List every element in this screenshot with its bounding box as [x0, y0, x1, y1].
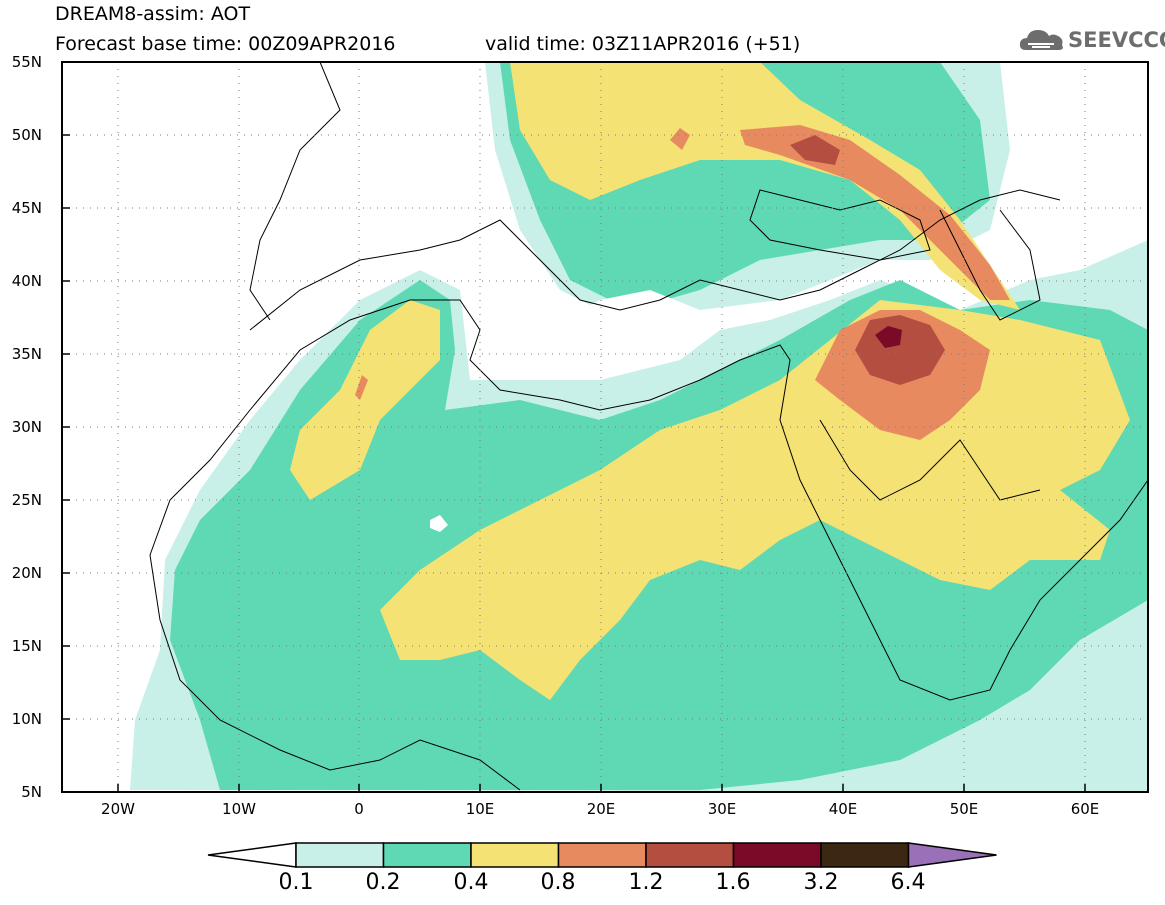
colorbar-label: 3.2 — [803, 870, 839, 895]
lat-label: 30N — [11, 418, 42, 436]
lat-label: 15N — [11, 637, 42, 655]
colorbar-segment — [645, 842, 735, 868]
colorbar-label: 1.6 — [715, 870, 751, 895]
colorbar-label: 6.4 — [890, 870, 926, 895]
lon-label: 10W — [222, 800, 256, 818]
seevccc-logo: SEEVCCC — [1018, 26, 1165, 54]
lon-label: 0 — [354, 800, 364, 818]
axis-ticks — [62, 61, 1086, 793]
lat-label: 5N — [21, 783, 42, 801]
lat-label: 55N — [11, 53, 42, 71]
colorbar-segment — [470, 842, 560, 868]
colorbar-label: 0.4 — [453, 870, 489, 895]
colorbar-arrow-left — [207, 842, 297, 868]
aot-fields — [130, 62, 1148, 792]
lat-label: 20N — [11, 564, 42, 582]
forecast-base-time: Forecast base time: 00Z09APR2016 — [55, 33, 396, 55]
colorbar-segment — [557, 842, 647, 868]
lon-label: 60E — [1070, 800, 1100, 818]
coastlines — [149, 62, 1148, 791]
lon-label: 40E — [828, 800, 858, 818]
lat-label: 25N — [11, 491, 42, 509]
colorbar-label: 0.8 — [540, 870, 576, 895]
lat-label: 40N — [11, 272, 42, 290]
lat-label: 10N — [11, 710, 42, 728]
lon-label: 20W — [101, 800, 135, 818]
lat-label: 50N — [11, 126, 42, 144]
chart-title: DREAM8-assim: AOT — [55, 3, 251, 25]
colorbar-segment — [820, 842, 910, 868]
colorbar-arrow-right — [907, 842, 997, 868]
lat-label: 45N — [11, 199, 42, 217]
lon-label: 50E — [949, 800, 979, 818]
colorbar-segment — [732, 842, 822, 868]
colorbar-segment — [382, 842, 472, 868]
logo-text: SEEVCCC — [1068, 28, 1165, 52]
colorbar-label: 0.1 — [278, 870, 314, 895]
lon-label: 20E — [586, 800, 616, 818]
cloud-icon — [1019, 30, 1063, 50]
valid-time: valid time: 03Z11APR2016 (+51) — [485, 33, 801, 55]
colorbar-label: 1.2 — [628, 870, 664, 895]
lat-label: 35N — [11, 345, 42, 363]
colorbar-label: 0.2 — [365, 870, 401, 895]
lon-label: 30E — [707, 800, 737, 818]
colorbar-segment — [295, 842, 385, 868]
graticule — [62, 62, 1148, 792]
lon-label: 10E — [465, 800, 495, 818]
